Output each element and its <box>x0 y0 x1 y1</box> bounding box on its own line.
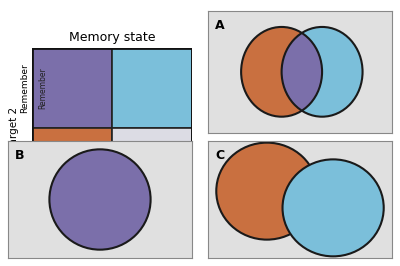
Bar <box>32 128 112 208</box>
Bar <box>112 128 192 208</box>
Y-axis label: Target 2: Target 2 <box>9 107 19 149</box>
Bar <box>32 48 112 128</box>
Circle shape <box>282 27 362 117</box>
Text: C: C <box>215 149 224 162</box>
Ellipse shape <box>282 159 384 256</box>
Title: Memory state: Memory state <box>69 31 155 44</box>
Ellipse shape <box>50 149 151 250</box>
Circle shape <box>241 27 322 117</box>
Bar <box>112 48 192 128</box>
Text: B: B <box>15 149 25 162</box>
Ellipse shape <box>216 143 318 240</box>
Circle shape <box>282 27 362 117</box>
Text: A: A <box>215 19 225 32</box>
X-axis label: Target 1: Target 1 <box>91 221 133 231</box>
Text: Forget: Forget <box>38 155 47 180</box>
Text: Remember: Remember <box>38 67 47 109</box>
